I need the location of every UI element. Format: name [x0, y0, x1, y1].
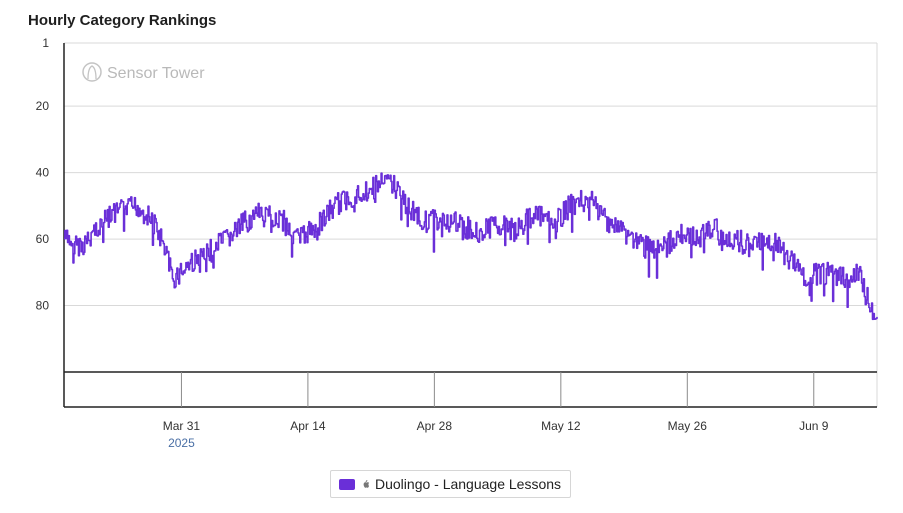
x-year-label: 2025 [168, 436, 195, 450]
y-tick-label: 60 [36, 232, 50, 246]
series-layer [64, 172, 878, 321]
series-line-duolingo[interactable] [64, 172, 878, 321]
x-tick-label: May 12 [541, 419, 581, 433]
y-tick-label: 20 [36, 99, 50, 113]
label-layer: 1 20 40 60 80 Mar 31 Apr 14 Apr 28 May 12 May 26 J… [36, 36, 829, 450]
watermark-logo-icon [82, 62, 102, 82]
sensor-tower-watermark: Sensor Tower [82, 62, 205, 82]
apple-icon [363, 480, 370, 488]
x-tick-label: May 26 [668, 419, 708, 433]
x-tick-label: Mar 31 [163, 419, 201, 433]
y-tick-label: 1 [42, 36, 49, 50]
x-tick-label: Apr 14 [290, 419, 326, 433]
y-tick-label: 80 [36, 299, 50, 313]
axis-layer [63, 43, 877, 408]
legend-swatch [339, 478, 355, 490]
legend-item[interactable]: Duolingo - Language Lessons [330, 470, 572, 498]
legend-label: Duolingo - Language Lessons [375, 476, 562, 492]
x-tick-label: Jun 9 [799, 419, 829, 433]
y-tick-label: 40 [36, 166, 50, 180]
chart-title: Hourly Category Rankings [28, 12, 217, 29]
watermark-text: Sensor Tower [107, 65, 205, 82]
x-tick-label: Apr 28 [417, 419, 453, 433]
